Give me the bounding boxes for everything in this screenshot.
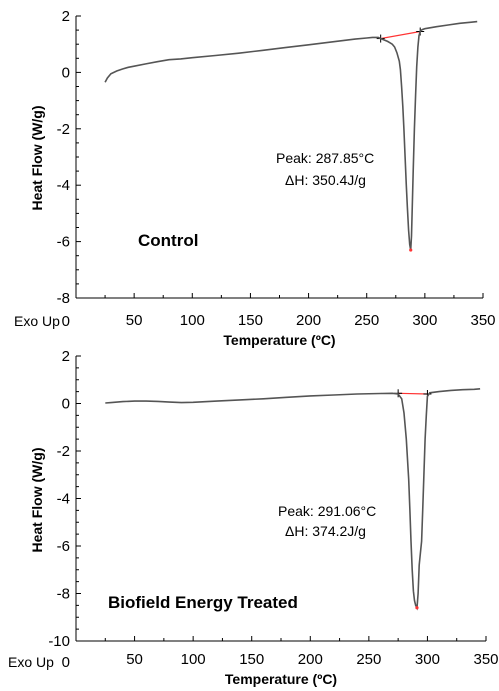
x-tick-label: 200: [296, 312, 321, 329]
y-axis-title: Heat Flow (W/g): [29, 106, 45, 211]
x-tick-label: 250: [354, 312, 379, 329]
x-axis-title: Temperature (ºC): [223, 332, 335, 348]
y-tick-label: -10: [48, 633, 70, 650]
y-tick-label: 2: [62, 348, 70, 365]
x-tick-label: 300: [415, 651, 440, 668]
y-tick-label: 2: [62, 8, 70, 25]
y-tick-label: -6: [57, 538, 70, 555]
x-axis-title: Temperature (ºC): [225, 671, 337, 687]
y-tick-label: -4: [57, 177, 70, 194]
x-tick-label: 150: [239, 651, 264, 668]
heat-flow-curve: [105, 388, 481, 611]
peak-annotation-line: ΔH: 350.4J/g: [285, 172, 366, 188]
heat-flow-curve: [104, 20, 478, 251]
y-tick-label: -4: [57, 491, 70, 508]
y-tick-label: 0: [62, 396, 70, 413]
x-tick-label: 200: [298, 651, 323, 668]
y-tick-label: -8: [57, 290, 70, 307]
x-tick-label: 50: [126, 312, 143, 329]
x-tick-label: 50: [126, 651, 143, 668]
peak-point: [409, 248, 413, 252]
x-tick-label: 300: [412, 312, 437, 329]
x-tick-label: 0: [62, 313, 70, 330]
x-tick-label: 100: [180, 312, 205, 329]
chart-panel-2: 0 50 100 150 200 250 300 350 2 0 -2 -4 -6 -8 -10 Temper…: [8, 348, 499, 687]
x-tick-label: 250: [356, 651, 381, 668]
sample-label: Biofield Energy Treated: [108, 593, 298, 612]
y-tick-label: -6: [57, 234, 70, 251]
y-tick-label: 0: [62, 64, 70, 81]
exo-up-label: Exo Up: [14, 313, 60, 329]
sample-label: Control: [138, 231, 198, 250]
y-tick-label: -8: [57, 586, 70, 603]
x-tick-label: 350: [470, 312, 495, 329]
chart-panel-1: 0 50 100 150 200 250 300 350 2 0 -2 -4 -6 -8 Temperatu…: [14, 8, 496, 348]
x-tick-label: 350: [473, 651, 498, 668]
x-tick-label: 0: [62, 654, 70, 671]
peak-annotation-line: Peak: 291.06°C: [278, 503, 376, 519]
peak-annotation-line: Peak: 287.85°C: [276, 150, 374, 166]
integration-baseline: [398, 392, 428, 395]
integration-baseline: [380, 30, 421, 40]
x-tick-label: 100: [181, 651, 206, 668]
y-axis-title: Heat Flow (W/g): [29, 448, 45, 553]
y-tick-label: -2: [57, 443, 70, 460]
peak-annotation-line: ΔH: 374.2J/g: [285, 523, 366, 539]
peak-point: [415, 606, 419, 610]
y-tick-label: -2: [57, 121, 70, 138]
exo-up-label: Exo Up: [8, 654, 54, 670]
x-tick-label: 150: [238, 312, 263, 329]
